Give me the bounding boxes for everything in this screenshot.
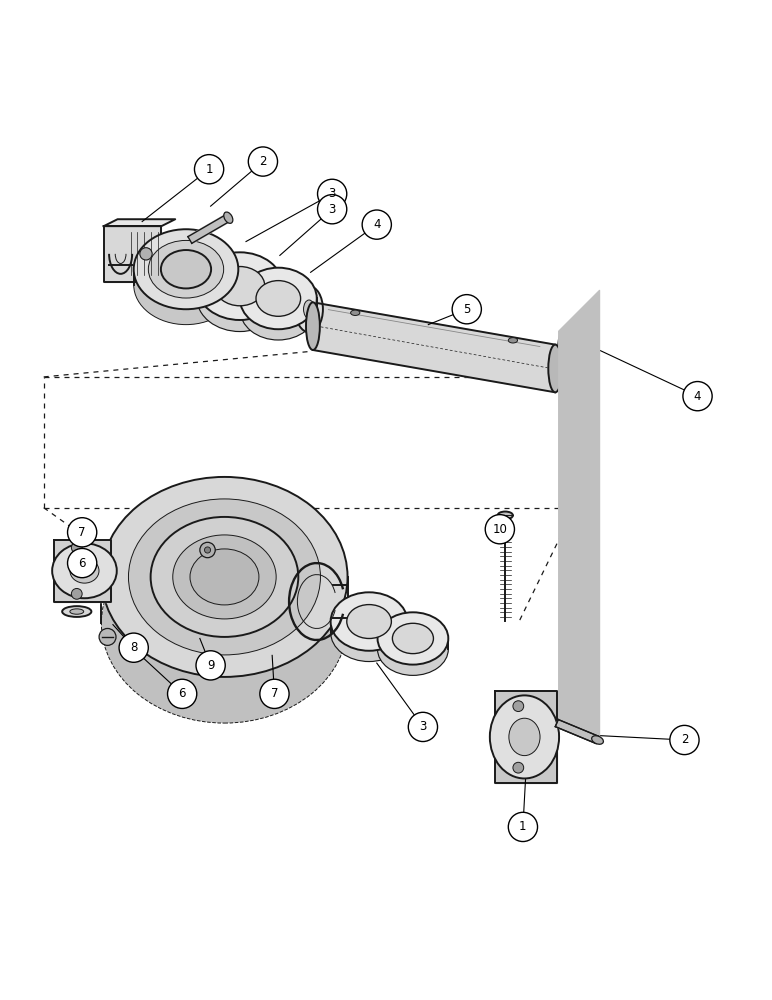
Polygon shape — [54, 540, 110, 602]
Ellipse shape — [173, 535, 276, 619]
Circle shape — [362, 210, 391, 239]
Circle shape — [99, 628, 116, 645]
Ellipse shape — [558, 325, 583, 368]
Ellipse shape — [378, 612, 449, 665]
Text: 4: 4 — [694, 390, 701, 403]
Text: 3: 3 — [328, 187, 336, 200]
Ellipse shape — [509, 718, 540, 756]
Ellipse shape — [70, 558, 99, 583]
Circle shape — [670, 725, 699, 755]
Ellipse shape — [197, 252, 283, 320]
Ellipse shape — [52, 543, 117, 598]
Circle shape — [513, 701, 523, 712]
Ellipse shape — [591, 736, 604, 744]
Text: 4: 4 — [373, 218, 381, 231]
Circle shape — [260, 679, 289, 708]
Text: 7: 7 — [79, 526, 86, 539]
Circle shape — [317, 195, 347, 224]
Ellipse shape — [295, 286, 323, 332]
Polygon shape — [103, 226, 161, 282]
Ellipse shape — [69, 609, 83, 614]
Ellipse shape — [347, 605, 391, 638]
Ellipse shape — [151, 517, 298, 637]
Ellipse shape — [490, 695, 559, 778]
Circle shape — [513, 762, 523, 773]
Text: 2: 2 — [681, 733, 688, 746]
Polygon shape — [555, 720, 599, 744]
Circle shape — [317, 179, 347, 208]
Ellipse shape — [256, 281, 300, 316]
Ellipse shape — [101, 523, 347, 723]
Polygon shape — [495, 691, 557, 783]
Text: 1: 1 — [520, 820, 527, 833]
Ellipse shape — [548, 345, 562, 392]
Ellipse shape — [101, 477, 347, 677]
Ellipse shape — [240, 278, 317, 340]
Circle shape — [200, 542, 215, 558]
Circle shape — [683, 382, 712, 411]
Ellipse shape — [303, 300, 315, 318]
Ellipse shape — [63, 606, 91, 617]
Text: 1: 1 — [205, 163, 213, 176]
Text: 8: 8 — [130, 641, 137, 654]
Ellipse shape — [392, 623, 433, 654]
Circle shape — [71, 588, 82, 599]
Ellipse shape — [350, 310, 360, 315]
Circle shape — [486, 515, 514, 544]
Ellipse shape — [567, 339, 575, 354]
Text: 5: 5 — [463, 303, 470, 316]
Ellipse shape — [128, 499, 320, 655]
Circle shape — [408, 712, 438, 742]
Text: 3: 3 — [419, 720, 427, 733]
Text: 3: 3 — [328, 203, 336, 216]
Ellipse shape — [378, 623, 449, 675]
Circle shape — [508, 812, 537, 842]
Ellipse shape — [215, 267, 265, 306]
Ellipse shape — [148, 240, 224, 298]
Circle shape — [196, 651, 225, 680]
Ellipse shape — [161, 250, 211, 288]
Polygon shape — [313, 302, 555, 392]
Text: 7: 7 — [271, 687, 278, 700]
Ellipse shape — [134, 245, 239, 325]
Circle shape — [119, 633, 148, 662]
Text: 6: 6 — [79, 557, 86, 570]
Ellipse shape — [497, 512, 513, 519]
Ellipse shape — [330, 603, 408, 662]
Circle shape — [249, 147, 278, 176]
Circle shape — [168, 679, 197, 708]
Ellipse shape — [240, 268, 317, 329]
Circle shape — [452, 295, 482, 324]
Circle shape — [67, 518, 96, 547]
Circle shape — [67, 548, 96, 578]
Circle shape — [195, 155, 224, 184]
Ellipse shape — [190, 549, 259, 605]
Text: 10: 10 — [493, 523, 507, 536]
Ellipse shape — [134, 229, 239, 309]
Ellipse shape — [306, 302, 320, 350]
Ellipse shape — [508, 338, 517, 343]
Text: 9: 9 — [207, 659, 215, 672]
Text: 2: 2 — [259, 155, 266, 168]
Ellipse shape — [330, 592, 408, 651]
Ellipse shape — [197, 264, 283, 332]
Circle shape — [205, 547, 211, 553]
Circle shape — [71, 542, 82, 553]
Polygon shape — [103, 219, 175, 226]
Text: 6: 6 — [178, 687, 186, 700]
Ellipse shape — [224, 212, 233, 223]
Circle shape — [140, 248, 152, 260]
